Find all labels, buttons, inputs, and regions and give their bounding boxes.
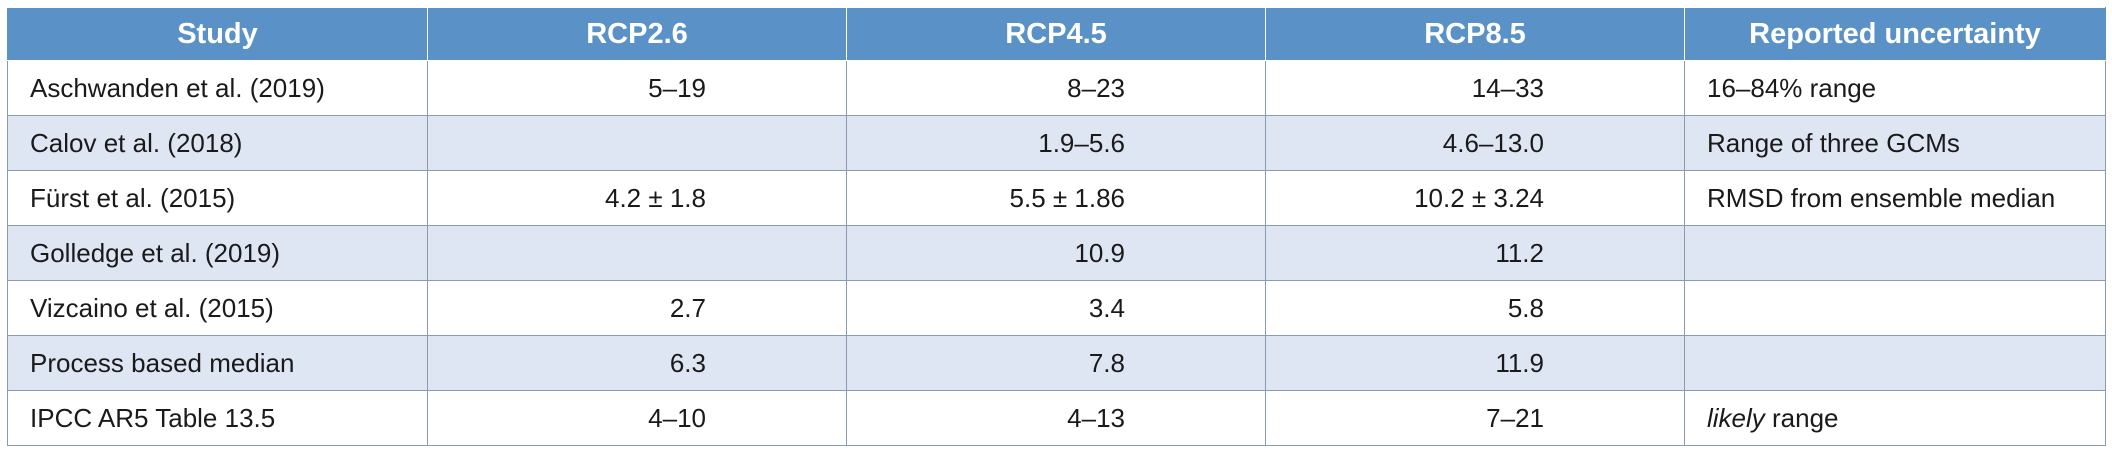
cell-rcp26: 6.3 xyxy=(427,335,847,391)
cell-study: Calov et al. (2018) xyxy=(7,115,428,171)
cell-rcp26: 2.7 xyxy=(427,280,847,336)
cell-study: Fürst et al. (2015) xyxy=(7,170,428,226)
header-study: Study xyxy=(7,7,428,61)
table-row: Aschwanden et al. (2019) 5–19 8–23 14–33… xyxy=(7,60,2106,116)
cell-rcp45: 4–13 xyxy=(846,390,1266,446)
cell-rcp85: 11.2 xyxy=(1265,225,1685,281)
cell-rcp45: 10.9 xyxy=(846,225,1266,281)
cell-study: Golledge et al. (2019) xyxy=(7,225,428,281)
projection-table-container: Study RCP2.6 RCP4.5 RCP8.5 Reported unce… xyxy=(7,7,2106,446)
table-row: Calov et al. (2018) 1.9–5.6 4.6–13.0 Ran… xyxy=(7,115,2106,171)
cell-rcp85: 14–33 xyxy=(1265,60,1685,116)
table-header: Study RCP2.6 RCP4.5 RCP8.5 Reported unce… xyxy=(7,7,2106,61)
cell-study: Process based median xyxy=(7,335,428,391)
header-rcp45: RCP4.5 xyxy=(846,7,1266,61)
cell-rcp85: 4.6–13.0 xyxy=(1265,115,1685,171)
projection-table: Study RCP2.6 RCP4.5 RCP8.5 Reported unce… xyxy=(7,7,2106,446)
cell-rcp45: 3.4 xyxy=(846,280,1266,336)
cell-rcp45: 7.8 xyxy=(846,335,1266,391)
cell-uncertainty xyxy=(1684,280,2106,336)
table-row: Process based median 6.3 7.8 11.9 xyxy=(7,335,2106,391)
header-uncertainty: Reported uncertainty xyxy=(1684,7,2106,61)
cell-rcp45: 1.9–5.6 xyxy=(846,115,1266,171)
cell-rcp45: 8–23 xyxy=(846,60,1266,116)
cell-rcp26 xyxy=(427,115,847,171)
cell-rcp26: 4.2 ± 1.8 xyxy=(427,170,847,226)
cell-uncertainty: likely range xyxy=(1684,390,2106,446)
table-row: IPCC AR5 Table 13.5 4–10 4–13 7–21 likel… xyxy=(7,390,2106,446)
cell-rcp26 xyxy=(427,225,847,281)
header-rcp85: RCP8.5 xyxy=(1265,7,1685,61)
cell-rcp85: 7–21 xyxy=(1265,390,1685,446)
cell-uncertainty: Range of three GCMs xyxy=(1684,115,2106,171)
cell-uncertainty: RMSD from ensemble median xyxy=(1684,170,2106,226)
table-body: Aschwanden et al. (2019) 5–19 8–23 14–33… xyxy=(7,60,2106,446)
table-row: Vizcaino et al. (2015) 2.7 3.4 5.8 xyxy=(7,280,2106,336)
header-row: Study RCP2.6 RCP4.5 RCP8.5 Reported unce… xyxy=(7,7,2106,61)
cell-study: Aschwanden et al. (2019) xyxy=(7,60,428,116)
cell-rcp85: 11.9 xyxy=(1265,335,1685,391)
table-row: Golledge et al. (2019) 10.9 11.2 xyxy=(7,225,2106,281)
cell-rcp45: 5.5 ± 1.86 xyxy=(846,170,1266,226)
cell-uncertainty xyxy=(1684,335,2106,391)
header-rcp26: RCP2.6 xyxy=(427,7,847,61)
uncertainty-italic-text: likely xyxy=(1707,402,1765,433)
cell-study: IPCC AR5 Table 13.5 xyxy=(7,390,428,446)
cell-uncertainty: 16–84% range xyxy=(1684,60,2106,116)
cell-rcp85: 10.2 ± 3.24 xyxy=(1265,170,1685,226)
cell-rcp26: 5–19 xyxy=(427,60,847,116)
cell-rcp85: 5.8 xyxy=(1265,280,1685,336)
uncertainty-text: range xyxy=(1764,402,1839,433)
table-row: Fürst et al. (2015) 4.2 ± 1.8 5.5 ± 1.86… xyxy=(7,170,2106,226)
cell-rcp26: 4–10 xyxy=(427,390,847,446)
cell-study: Vizcaino et al. (2015) xyxy=(7,280,428,336)
cell-uncertainty xyxy=(1684,225,2106,281)
